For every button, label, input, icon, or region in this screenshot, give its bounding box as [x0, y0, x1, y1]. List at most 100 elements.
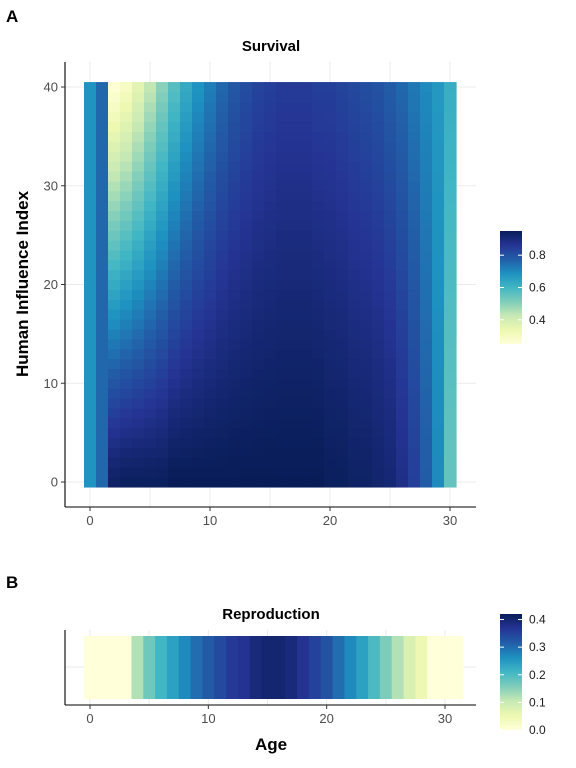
survival-cell	[336, 348, 349, 360]
survival-cell	[228, 240, 241, 251]
survival-cell	[84, 91, 97, 103]
survival-cell	[228, 180, 241, 192]
survival-cell	[372, 210, 385, 221]
survival-cell	[240, 210, 253, 221]
survival-cell	[84, 348, 97, 360]
survival-cell	[228, 131, 241, 142]
survival-cell	[408, 161, 421, 172]
survival-cell	[396, 457, 409, 468]
survival-cell	[120, 111, 133, 123]
survival-cell	[96, 269, 109, 281]
survival-cell	[84, 230, 97, 241]
survival-cell	[180, 447, 193, 458]
survival-cell	[408, 328, 421, 340]
survival-cell	[312, 230, 325, 241]
survival-cell	[312, 447, 325, 458]
survival-cell	[276, 220, 289, 231]
survival-cell	[156, 230, 169, 241]
survival-cell	[276, 289, 289, 300]
survival-cell	[144, 447, 157, 458]
survival-cell	[84, 289, 97, 300]
survival-cell	[396, 417, 409, 429]
survival-cell	[420, 121, 433, 133]
survival-cell	[324, 210, 337, 221]
survival-cell	[252, 141, 265, 152]
survival-cell	[384, 279, 397, 291]
survival-cell	[312, 348, 325, 360]
survival-cell	[348, 230, 361, 241]
survival-cell	[396, 230, 409, 241]
survival-cell	[252, 111, 265, 123]
survival-cell	[156, 249, 169, 261]
survival-cell	[444, 82, 457, 93]
survival-cell	[204, 437, 217, 449]
survival-cell	[108, 240, 121, 251]
survival-cell	[132, 82, 145, 93]
survival-cell	[324, 328, 337, 340]
survival-cell	[108, 407, 121, 419]
survival-cell	[180, 240, 193, 251]
survival-cell	[396, 338, 409, 350]
survival-cell	[264, 437, 277, 449]
survival-cell	[168, 467, 181, 478]
survival-cell	[408, 299, 421, 310]
survival-cell	[228, 378, 241, 389]
survival-cell	[324, 477, 337, 488]
survival-cell	[180, 417, 193, 429]
survival-cell	[120, 338, 133, 350]
survival-cell	[240, 82, 253, 93]
survival-cell	[204, 170, 217, 182]
survival-cell	[420, 210, 433, 221]
survival-cell	[192, 427, 205, 439]
survival-cell	[408, 220, 421, 231]
survival-cell	[108, 398, 121, 409]
survival-cell	[216, 467, 229, 478]
survival-cell	[264, 269, 277, 281]
survival-cell	[264, 319, 277, 330]
survival-cell	[360, 210, 373, 221]
survival-cell	[96, 289, 109, 300]
survival-cell	[204, 388, 217, 399]
survival-cell	[168, 91, 181, 103]
survival-cell	[228, 477, 241, 488]
survival-cell	[204, 151, 217, 162]
survival-cell	[156, 161, 169, 172]
survival-cell	[96, 279, 109, 291]
survival-cell	[108, 388, 121, 399]
survival-cell	[132, 407, 145, 419]
survival-cell	[132, 447, 145, 458]
survival-cell	[384, 477, 397, 488]
survival-cell	[336, 240, 349, 251]
survival-cell	[276, 378, 289, 389]
survival-cell	[372, 398, 385, 409]
survival-cell	[240, 368, 253, 379]
survival-cell	[156, 309, 169, 320]
survival-cell	[216, 457, 229, 468]
survival-cell	[264, 328, 277, 340]
survival-cell	[432, 427, 445, 439]
survival-cell	[156, 299, 169, 310]
survival-cell	[240, 447, 253, 458]
survival-cell	[336, 131, 349, 142]
survival-cell	[396, 259, 409, 271]
survival-cell	[192, 190, 205, 202]
survival-cell	[180, 309, 193, 320]
survival-cell	[348, 220, 361, 231]
survival-cell	[192, 467, 205, 478]
survival-cell	[288, 220, 301, 231]
reproduction-cell	[415, 636, 428, 699]
survival-cell	[432, 328, 445, 340]
survival-cell	[444, 121, 457, 133]
survival-cell	[444, 407, 457, 419]
survival-cell	[300, 170, 313, 182]
survival-cell	[180, 230, 193, 241]
survival-cell	[96, 368, 109, 379]
survival-cell	[264, 447, 277, 458]
survival-cell	[216, 249, 229, 261]
survival-cell	[144, 220, 157, 231]
survival-cell	[132, 220, 145, 231]
survival-cell	[132, 180, 145, 192]
survival-cell	[156, 200, 169, 212]
survival-cell	[372, 151, 385, 162]
survival-cell	[240, 338, 253, 350]
